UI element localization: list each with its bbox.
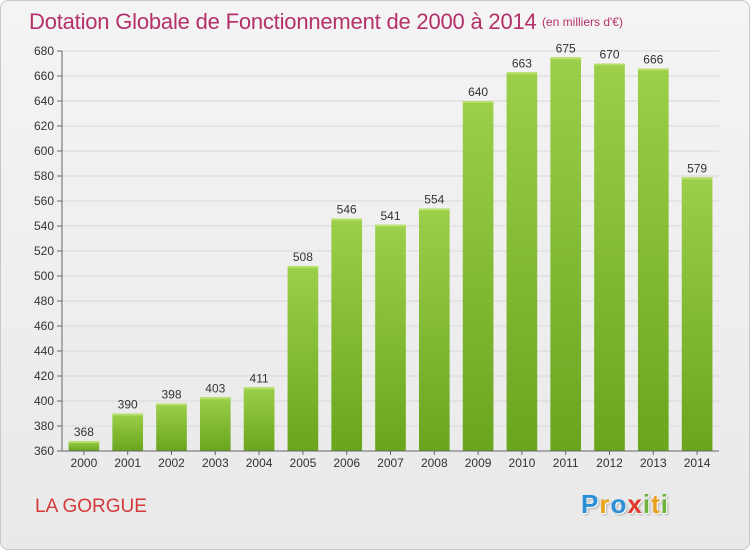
x-tick-label: 2002 (158, 456, 185, 470)
logo-letter: i (642, 489, 652, 519)
y-tick-label: 660 (34, 69, 54, 83)
y-tick-label: 580 (34, 169, 54, 183)
bar-highlight (287, 266, 319, 268)
bar-2007 (375, 224, 406, 451)
data-label: 541 (380, 209, 400, 223)
x-tick-label: 2011 (553, 456, 579, 470)
bar-2005 (287, 266, 319, 451)
x-tick-label: 2001 (114, 456, 141, 470)
data-label: 670 (599, 48, 619, 62)
data-label: 640 (468, 85, 488, 99)
y-tick-label: 440 (34, 344, 54, 358)
data-label: 579 (687, 161, 707, 175)
bar-2003 (199, 397, 231, 451)
logo-letter: t (651, 489, 661, 519)
y-tick-label: 680 (34, 44, 54, 58)
logo-letter: o (610, 489, 628, 519)
bar-highlight (112, 413, 144, 416)
bar-highlight (550, 57, 582, 60)
x-tick-label: 2012 (596, 456, 623, 470)
x-tick-label: 2004 (246, 456, 273, 470)
bar-highlight (199, 397, 231, 400)
data-label: 508 (293, 250, 313, 264)
bar-2013 (637, 68, 669, 451)
data-label: 663 (512, 56, 532, 70)
proxiti-logo: Proxiti (581, 489, 669, 520)
data-labels: 368 390 398 403 411 508 546 541 554 640 663 675 670 6… (74, 41, 708, 439)
axes: 360 380 400 420 440 460 480 500 520 540 560 580 600 6… (34, 44, 719, 470)
data-label: 411 (250, 371, 269, 385)
y-tick-label: 480 (34, 294, 54, 308)
logo-letter: x (627, 489, 643, 519)
bar-2011 (550, 57, 582, 451)
bar-highlight (506, 72, 538, 75)
x-tick-label: 2007 (377, 456, 404, 470)
bar-2002 (156, 403, 187, 451)
y-tick-label: 600 (34, 144, 54, 158)
data-label: 398 (161, 388, 181, 402)
x-tick-label: 2005 (290, 456, 317, 470)
bar-highlight (462, 101, 494, 103)
data-label: 390 (118, 398, 138, 412)
bar-2006 (331, 218, 363, 451)
y-tick-label: 520 (34, 244, 54, 258)
data-label: 546 (337, 203, 357, 217)
x-tick-label: 2013 (640, 456, 667, 470)
y-tick-label: 400 (34, 394, 54, 408)
x-tick-label: 2009 (465, 456, 492, 470)
bar-highlight (594, 63, 625, 66)
y-tick-label: 640 (34, 94, 54, 108)
y-tick-label: 460 (34, 319, 54, 333)
x-tick-label: 2010 (509, 456, 536, 470)
data-label: 675 (556, 41, 576, 55)
bar-highlight (637, 68, 669, 71)
logo-letter: P (581, 489, 600, 519)
commune-name: LA GORGUE (35, 496, 147, 517)
bar-highlight (243, 387, 275, 390)
bar-highlight (681, 177, 713, 180)
x-tick-label: 2014 (684, 456, 711, 470)
data-label: 403 (205, 381, 225, 395)
bar-highlight (418, 208, 450, 211)
y-tick-label: 500 (34, 269, 54, 283)
data-label: 666 (643, 53, 663, 67)
y-tick-label: 560 (34, 194, 54, 208)
data-label: 554 (424, 193, 444, 207)
y-tick-label: 380 (34, 419, 54, 433)
bars (68, 57, 713, 451)
y-tick-label: 620 (34, 119, 54, 133)
chart-subtitle: (en milliers d'€) (542, 15, 623, 29)
bar-2010 (506, 72, 538, 451)
bar-2009 (462, 101, 494, 451)
y-tick-label: 540 (34, 219, 54, 233)
bar-highlight (68, 441, 100, 443)
chart-title: Dotation Globale de Fonctionnement de 20… (29, 9, 537, 34)
bar-2000 (68, 441, 100, 451)
logo-letter: i (660, 489, 669, 519)
y-tick-label: 360 (34, 444, 54, 458)
bar-highlight (331, 218, 363, 221)
y-tick-label: 420 (34, 369, 54, 383)
data-label: 368 (74, 425, 94, 439)
bar-highlight (375, 224, 406, 227)
bar-2012 (594, 63, 625, 451)
bar-2004 (243, 387, 275, 451)
bar-highlight (156, 403, 187, 406)
bar-2008 (418, 208, 450, 451)
x-tick-label: 2003 (202, 456, 229, 470)
bar-2014 (681, 177, 713, 451)
x-tick-label: 2006 (333, 456, 360, 470)
x-tick-label: 2008 (421, 456, 448, 470)
logo-letter: r (599, 489, 611, 519)
x-tick-label: 2000 (71, 456, 98, 470)
bar-2001 (112, 413, 144, 451)
